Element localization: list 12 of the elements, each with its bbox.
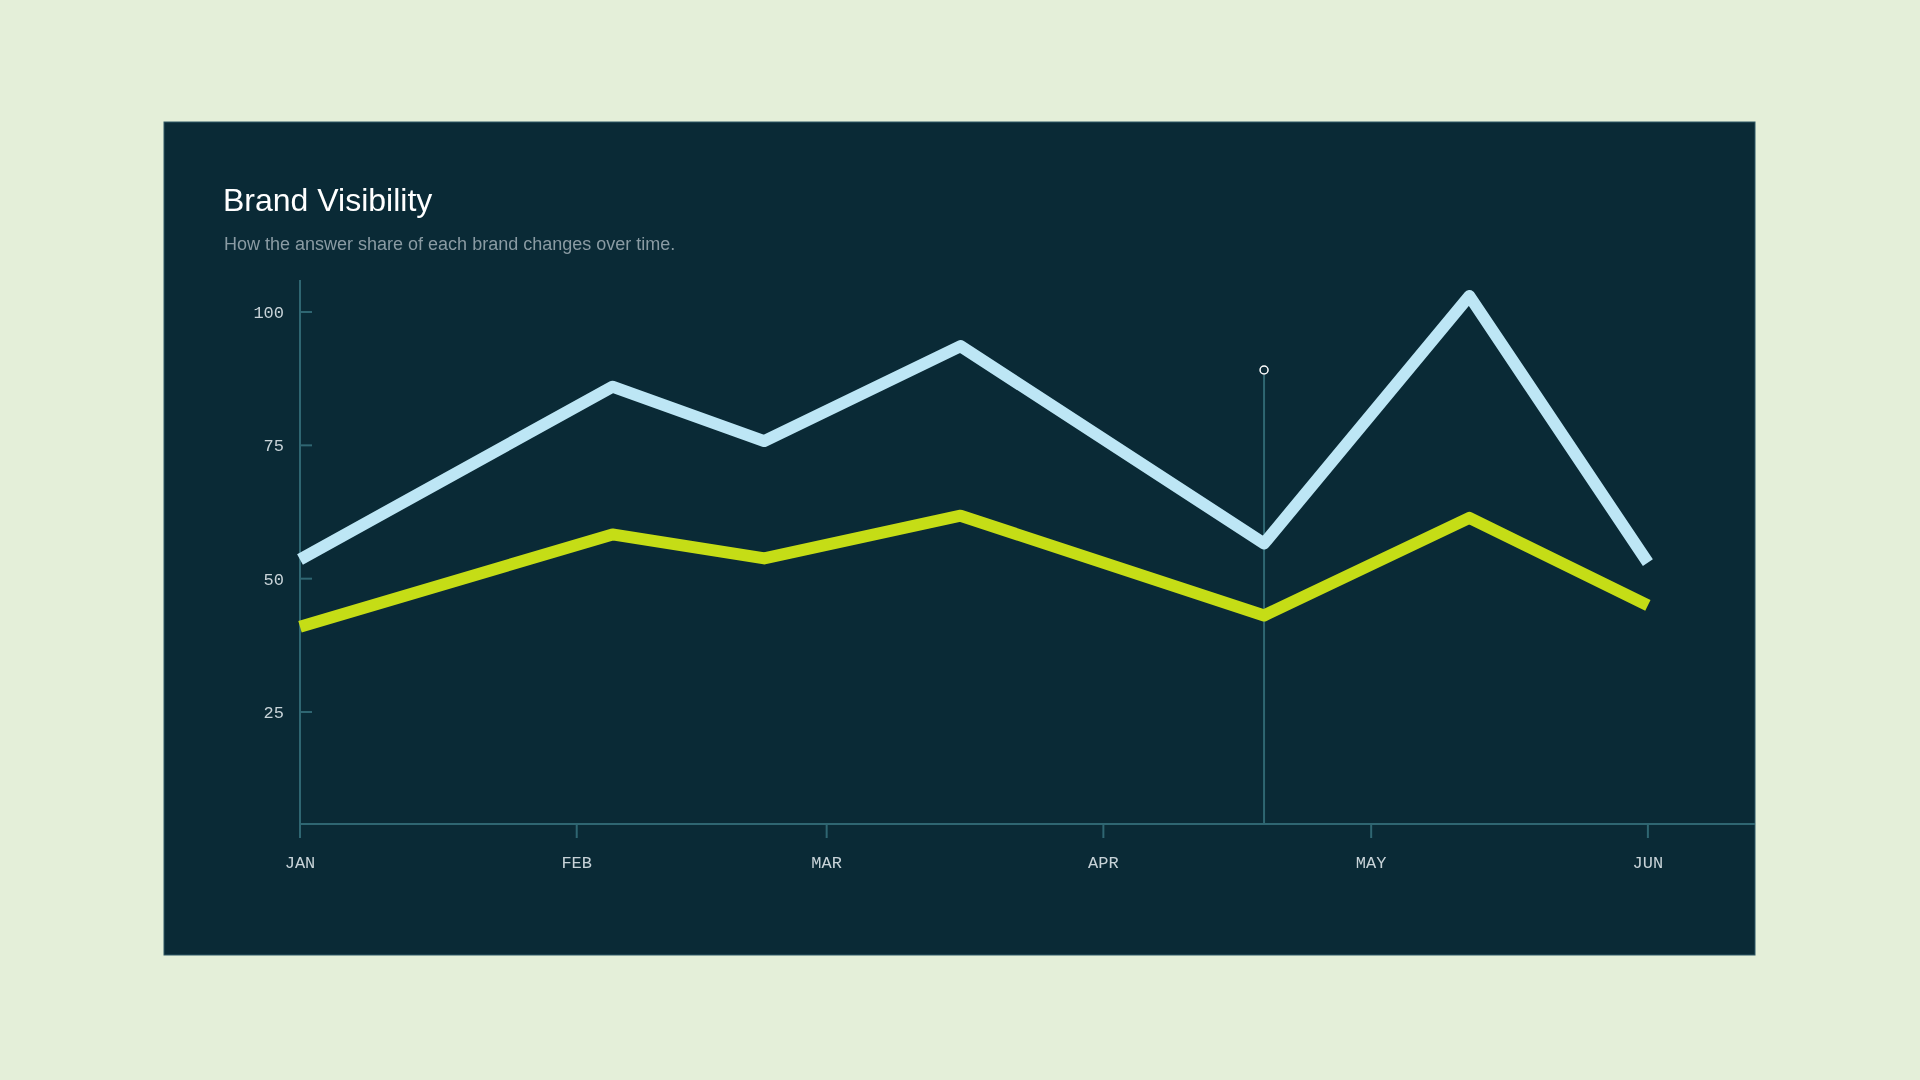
- x-tick-label: MAR: [811, 854, 842, 873]
- y-tick-label: 75: [263, 437, 284, 457]
- chart-subtitle: How the answer share of each brand changes over time.: [224, 234, 676, 254]
- y-tick-label: 50: [263, 570, 284, 590]
- x-tick-label: JAN: [284, 854, 316, 873]
- y-tick-label: 100: [253, 303, 284, 323]
- x-tick-label: JUN: [1632, 854, 1664, 873]
- chart-title: Brand Visibility: [223, 182, 433, 218]
- x-tick-label: APR: [1088, 854, 1119, 873]
- y-tick-label: 25: [263, 703, 284, 723]
- x-tick-label: MAY: [1355, 854, 1387, 873]
- x-tick-label: FEB: [561, 854, 593, 873]
